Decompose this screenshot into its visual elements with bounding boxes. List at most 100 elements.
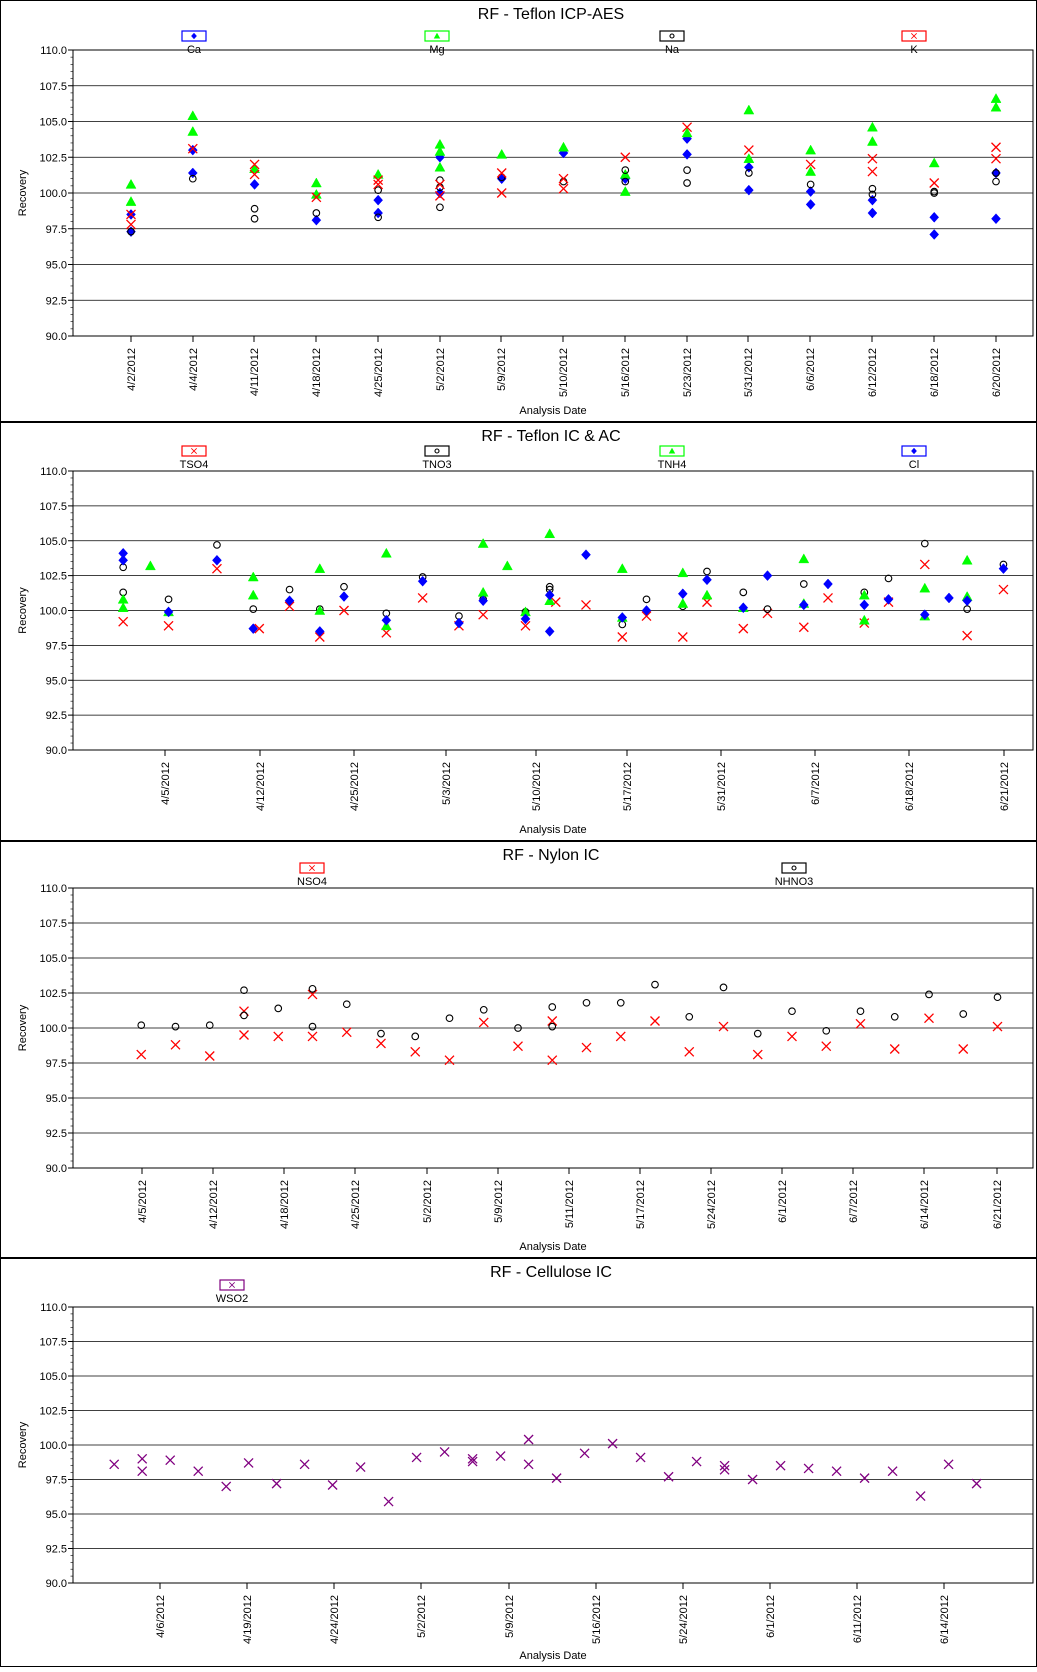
data-point-nso4 <box>787 1031 797 1042</box>
data-point-k <box>373 179 384 190</box>
data-point-wso2 <box>221 1481 232 1492</box>
data-point-tso4 <box>962 630 973 641</box>
x-tick-label: 5/3/2012 <box>441 762 453 805</box>
x-tick-label: 5/11/2012 <box>564 1180 576 1228</box>
x-tick-label: 5/16/2012 <box>591 1595 603 1644</box>
chart-title: RF - Teflon IC & AC <box>481 428 620 445</box>
data-point-nso4 <box>170 1039 181 1050</box>
data-point-tno3 <box>213 541 221 549</box>
data-point-mg <box>867 121 878 132</box>
data-point-mg <box>558 141 569 152</box>
legend-box-na <box>659 30 685 42</box>
data-point-ca <box>373 207 383 219</box>
data-point-ca <box>249 179 260 190</box>
data-point-na <box>497 173 506 182</box>
data-point-nso4 <box>855 1018 866 1029</box>
x-tick-label: 4/5/2012 <box>160 762 172 805</box>
data-point-wso2 <box>579 1448 590 1459</box>
x-tick-label: 4/24/2012 <box>329 1595 341 1644</box>
plot-area <box>72 1306 1034 1584</box>
data-point-nso4 <box>136 1049 147 1060</box>
y-axis-label: Recovery <box>17 169 29 216</box>
data-point-na <box>250 204 259 213</box>
data-point-nso4 <box>547 1016 558 1026</box>
x-tick-label: 6/6/2012 <box>805 348 817 391</box>
x-tick-label: 5/10/2012 <box>531 762 543 811</box>
data-point-tso4 <box>581 599 591 610</box>
x-tick-label: 6/18/2012 <box>904 762 916 811</box>
y-tick-label: 100.0 <box>39 1023 67 1035</box>
data-point-wso2 <box>137 1466 148 1477</box>
data-point-mg <box>125 196 137 206</box>
data-point-tnh4 <box>314 563 326 573</box>
y-tick-label: 90.0 <box>46 1163 67 1175</box>
legend-label-wso2: WSO2 <box>216 1293 248 1305</box>
x-tick-label: 5/23/2012 <box>682 348 694 397</box>
y-tick-label: 107.5 <box>39 81 67 93</box>
data-point-cl <box>212 554 222 566</box>
x-tick-label: 4/4/2012 <box>188 348 200 391</box>
data-point-tso4 <box>211 563 222 574</box>
data-point-nso4 <box>924 1013 934 1024</box>
y-tick-label: 100.0 <box>39 606 67 618</box>
data-point-mg <box>681 127 693 138</box>
data-point-wso2 <box>383 1496 394 1507</box>
data-point-cl <box>544 626 555 637</box>
y-tick-label: 102.5 <box>39 571 67 583</box>
legend-marker-mg <box>433 32 441 39</box>
data-point-wso2 <box>719 1464 730 1475</box>
x-tick-label: 6/1/2012 <box>777 1180 789 1223</box>
legend-box-nhno3 <box>781 862 807 874</box>
legend-marker-tno3 <box>434 448 440 454</box>
data-point-nhno3 <box>685 1012 694 1021</box>
data-point-k <box>373 175 384 186</box>
data-point-k <box>496 168 507 178</box>
data-point-tso4 <box>417 592 428 603</box>
data-point-tnh4 <box>858 589 870 600</box>
chart-title: RF - Nylon IC <box>503 847 600 864</box>
x-tick-label: 4/12/2012 <box>255 762 267 811</box>
data-point-na <box>745 169 753 177</box>
legend-label-cl: Cl <box>909 459 919 471</box>
y-tick-label: 110.0 <box>40 45 67 57</box>
x-tick-label: 5/31/2012 <box>716 762 728 811</box>
data-point-nhno3 <box>856 1007 865 1016</box>
data-point-nso4 <box>547 1055 558 1066</box>
y-tick-label: 110.0 <box>40 883 67 895</box>
y-tick-label: 102.5 <box>39 988 67 1000</box>
data-point-nhno3 <box>890 1012 899 1021</box>
data-point-wso2 <box>775 1460 786 1471</box>
x-tick-label: 5/24/2012 <box>706 1180 718 1229</box>
data-point-nhno3 <box>822 1026 831 1035</box>
data-point-mg <box>434 161 446 172</box>
chart-panel-2: RF - Teflon IC & AC 110.0 107.5 105.0 102.5 1… <box>0 422 1037 841</box>
data-point-nso4 <box>684 1046 695 1057</box>
data-point-na <box>374 213 382 222</box>
data-point-ca <box>435 187 445 199</box>
y-axis-label: Recovery <box>17 1004 29 1051</box>
data-point-nhno3 <box>240 986 248 995</box>
data-point-cl <box>314 626 325 637</box>
data-point-na <box>436 203 444 212</box>
data-point-k <box>249 159 260 170</box>
data-point-nso4 <box>204 1051 215 1061</box>
data-point-ca <box>805 186 816 197</box>
legend-marker-nhno3 <box>791 865 797 871</box>
x-tick-label: 5/17/2012 <box>635 1180 647 1229</box>
data-point-ca <box>744 161 754 173</box>
data-point-wso2 <box>943 1459 954 1470</box>
data-point-tno3 <box>920 539 929 548</box>
data-point-cl <box>859 599 870 611</box>
y-tick-label: 92.5 <box>46 1128 67 1140</box>
data-point-tnh4 <box>501 560 513 571</box>
data-point-nhno3 <box>753 1029 762 1038</box>
y-tick-label: 110.0 <box>40 466 67 478</box>
data-point-mg <box>310 177 322 188</box>
x-tick-label: 4/2/2012 <box>126 348 138 391</box>
data-point-k <box>434 190 445 201</box>
data-point-nhno3 <box>377 1029 385 1038</box>
y-axis-label: Recovery <box>17 587 29 634</box>
data-point-wso2 <box>439 1446 450 1457</box>
data-point-nhno3 <box>993 993 1002 1002</box>
data-point-cl <box>919 609 930 621</box>
